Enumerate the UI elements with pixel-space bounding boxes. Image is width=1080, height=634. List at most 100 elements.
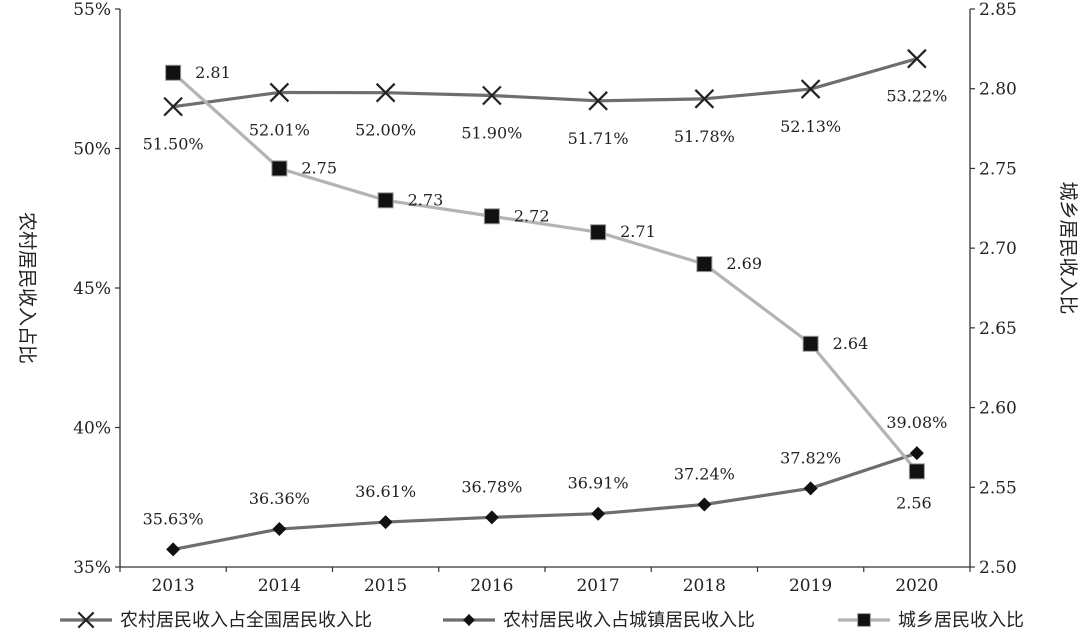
chart-legend: 农村居民收入占全国居民收入比 农村居民收入占城镇居民收入比 城乡居民收入比: [60, 610, 1024, 631]
chart-axes: 35% 40% 45% 50% 55% 2.50 2.55 2.60 2.65 2.70 2.75 2…: [73, 0, 1017, 596]
square-marker-shape: [857, 613, 871, 627]
data-label: 51.71%: [568, 129, 629, 148]
x-marker-stroke: [77, 611, 95, 629]
left-tick-label: 35%: [73, 558, 111, 578]
x-marker-stroke: [588, 91, 608, 111]
data-label: 51.50%: [143, 135, 204, 154]
right-tick-label: 2.75: [979, 159, 1017, 179]
chart-series-markers: [163, 48, 927, 557]
data-label: 36.91%: [568, 474, 629, 493]
data-label: 51.90%: [461, 123, 522, 142]
square-marker-shape: [377, 192, 394, 209]
right-tick-label: 2.70: [979, 239, 1017, 259]
data-label: 52.00%: [355, 121, 416, 140]
series-line: [172, 57, 918, 109]
x-marker-stroke: [269, 82, 290, 103]
x-tick-label: 2016: [470, 576, 513, 596]
data-label: 53.22%: [886, 87, 947, 106]
data-label: 51.78%: [674, 127, 735, 146]
data-label: 36.78%: [461, 477, 522, 496]
x-tick-label: 2020: [895, 576, 938, 596]
x-marker-stroke: [800, 79, 821, 99]
diamond-marker-shape: [591, 506, 606, 521]
data-label: 2.71: [620, 222, 656, 241]
data-point-marker: [907, 48, 927, 69]
data-point-marker: [378, 515, 393, 530]
data-point-marker: [590, 224, 607, 241]
right-tick-label: 2.80: [979, 80, 1017, 100]
left-tick-label: 45%: [73, 279, 111, 299]
square-marker-shape: [590, 224, 607, 241]
data-label: 36.61%: [355, 482, 416, 501]
data-label: 37.24%: [674, 465, 735, 484]
data-label: 2.72: [514, 206, 550, 225]
legend-swatch-marker: [77, 611, 95, 629]
data-point-marker: [272, 522, 287, 537]
x-marker-stroke: [163, 96, 183, 117]
x-marker-stroke: [694, 89, 715, 109]
series-line: [172, 451, 918, 551]
x-tick-label: 2013: [151, 576, 194, 596]
square-marker-shape: [802, 335, 819, 352]
data-label: 2.64: [833, 334, 869, 353]
square-marker-shape: [696, 256, 713, 273]
diamond-marker-shape: [909, 446, 924, 461]
data-label: 2.75: [301, 158, 337, 177]
diamond-marker-shape: [378, 515, 393, 530]
data-point-marker: [909, 446, 924, 461]
data-label: 39.08%: [886, 413, 947, 432]
data-point-marker: [377, 192, 394, 209]
data-point-marker: [800, 79, 821, 99]
data-point-marker: [165, 64, 182, 81]
right-tick-label: 2.85: [979, 0, 1017, 20]
legend-label: 农村居民收入占城镇居民收入比: [503, 610, 755, 631]
x-marker-stroke: [907, 48, 927, 69]
square-marker-shape: [165, 64, 182, 81]
square-marker-shape: [483, 208, 500, 225]
legend-swatch-marker: [857, 613, 871, 627]
diamond-marker-shape: [484, 510, 499, 525]
data-label: 35.63%: [143, 509, 204, 528]
legend-item: 农村居民收入占全国居民收入比: [60, 610, 372, 631]
square-marker-shape: [271, 160, 288, 177]
data-point-marker: [163, 96, 183, 117]
data-point-marker: [269, 82, 290, 103]
data-label: 52.01%: [249, 120, 310, 139]
data-point-marker: [591, 506, 606, 521]
x-marker-stroke: [482, 85, 502, 106]
data-point-marker: [482, 85, 502, 106]
data-label: 2.56: [896, 493, 932, 512]
data-label: 52.13%: [780, 117, 841, 136]
legend-label: 农村居民收入占全国居民收入比: [120, 610, 372, 631]
data-label: 37.82%: [780, 448, 841, 467]
diamond-marker-shape: [697, 497, 712, 512]
diamond-marker-shape: [272, 522, 287, 537]
data-point-marker: [375, 82, 396, 103]
data-point-marker: [802, 335, 819, 352]
diamond-marker-shape: [803, 481, 818, 496]
data-point-marker: [694, 89, 715, 109]
data-point-marker: [483, 208, 500, 225]
square-marker-shape: [908, 463, 925, 480]
diamond-marker-shape: [463, 614, 475, 626]
x-tick-label: 2018: [683, 576, 726, 596]
right-tick-label: 2.65: [979, 319, 1017, 339]
data-label: 2.69: [726, 254, 762, 273]
x-tick-label: 2015: [364, 576, 407, 596]
legend-label: 城乡居民收入比: [898, 610, 1024, 631]
x-tick-label: 2014: [258, 576, 301, 596]
data-point-marker: [908, 463, 925, 480]
data-label: 2.73: [408, 190, 444, 209]
series-line: [172, 71, 919, 473]
legend-item: 城乡居民收入比: [838, 610, 1024, 631]
data-point-marker: [696, 256, 713, 273]
diamond-marker-shape: [166, 542, 181, 557]
legend-swatch-marker: [463, 614, 475, 626]
chart-data-labels: 51.50% 52.01% 52.00% 51.90% 51.71% 51.78% 52.1…: [143, 63, 948, 529]
x-marker-stroke: [375, 82, 396, 103]
data-label: 2.81: [195, 63, 231, 82]
right-axis-title: 城乡居民收入比: [1057, 181, 1079, 314]
left-axis-title: 农村居民收入占比: [16, 212, 38, 364]
x-tick-label: 2017: [576, 576, 619, 596]
